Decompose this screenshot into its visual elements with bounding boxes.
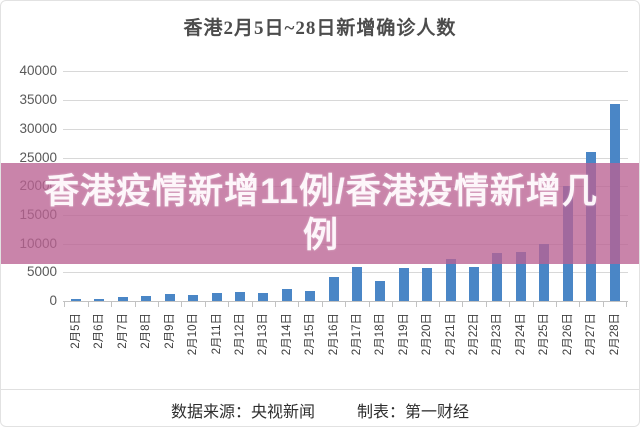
x-axis-category-label: 2月9日 xyxy=(163,313,176,349)
bar-2月20日 xyxy=(422,268,433,301)
x-axis-category-label: 2月19日 xyxy=(397,313,410,356)
bar-2月22日 xyxy=(469,266,479,301)
x-axis-category-label: 2月17日 xyxy=(351,313,363,356)
x-axis-tick xyxy=(509,302,511,307)
x-axis-tick xyxy=(157,302,159,307)
x-axis-tick xyxy=(392,302,394,307)
x-axis-tick xyxy=(579,302,581,307)
y-axis-tick-label: 35000 xyxy=(19,92,57,108)
bar-2月10日 xyxy=(188,295,199,301)
gridline xyxy=(63,100,628,102)
x-axis-category-label: 2月12日 xyxy=(233,313,246,356)
bar-2月11日 xyxy=(211,293,222,301)
x-axis-category-label: 2月18日 xyxy=(374,313,387,356)
x-axis-category-label: 2月15日 xyxy=(304,313,317,356)
bar-2月7日 xyxy=(117,297,128,301)
bar-2月24日 xyxy=(515,251,526,301)
x-axis-category-label: 2月22日 xyxy=(468,313,480,356)
x-axis-category-label: 2月10日 xyxy=(187,313,200,356)
x-axis-category-label: 2月5日 xyxy=(70,313,82,349)
y-axis-tick-label: 25000 xyxy=(19,149,57,165)
bar-2月9日 xyxy=(164,294,175,301)
x-axis-tick xyxy=(462,302,464,307)
gridline xyxy=(63,128,628,130)
x-axis-tick xyxy=(626,302,628,307)
gridline xyxy=(63,272,628,274)
x-axis-tick xyxy=(556,302,557,307)
bar-2月23日 xyxy=(492,252,503,301)
footer: 数据来源：央视新闻 制表：第一财经 xyxy=(1,398,639,422)
x-axis-tick xyxy=(64,302,66,307)
bar-2月8日 xyxy=(141,296,152,301)
x-axis-tick xyxy=(87,302,89,307)
x-axis-category-label: 2月8日 xyxy=(140,313,153,349)
y-axis-tick-label: 5000 xyxy=(26,264,57,280)
x-axis-tick xyxy=(438,302,440,307)
x-axis-category-label: 2月13日 xyxy=(257,313,270,356)
gridline xyxy=(63,71,628,73)
x-axis-category-label: 2月20日 xyxy=(421,313,434,356)
x-axis-tick xyxy=(204,302,206,307)
y-axis-tick-label: 40000 xyxy=(19,63,57,79)
x-axis-tick xyxy=(134,302,136,307)
x-axis-line xyxy=(63,301,628,302)
x-axis-category-label: 2月28日 xyxy=(608,313,621,356)
x-axis-category-label: 2月6日 xyxy=(93,313,106,349)
bar-2月13日 xyxy=(258,293,269,301)
x-axis-category-label: 2月26日 xyxy=(561,313,574,356)
x-axis-category-label: 2月24日 xyxy=(514,313,527,356)
x-axis-tick xyxy=(111,302,113,307)
x-axis-tick xyxy=(275,302,276,307)
x-axis-tick xyxy=(415,302,417,307)
x-axis-tick xyxy=(251,302,253,307)
bar-2月25日 xyxy=(539,243,550,301)
x-axis-tick xyxy=(485,302,487,307)
watermark-text-line: 香港疫情新增11例/香港疫情新增几 xyxy=(44,171,598,211)
x-axis-category-label: 2月16日 xyxy=(327,313,340,356)
x-axis-tick xyxy=(321,302,323,307)
x-axis-tick xyxy=(532,302,534,307)
bar-2月18日 xyxy=(375,280,386,301)
x-axis-tick xyxy=(181,302,183,307)
footer-divider xyxy=(1,389,639,390)
x-axis-category-label: 2月25日 xyxy=(538,313,551,356)
bar-2月5日 xyxy=(71,298,81,301)
bar-2月15日 xyxy=(305,290,316,301)
bar-2月21日 xyxy=(445,258,456,301)
x-axis-category-label: 2月7日 xyxy=(116,313,129,349)
chart-maker-label: 制表：第一财经 xyxy=(357,404,470,421)
watermark-band: 香港疫情新增11例/香港疫情新增几例 xyxy=(1,163,639,264)
x-axis-tick xyxy=(602,302,604,307)
x-axis-tick xyxy=(345,302,347,307)
bar-2月17日 xyxy=(352,266,362,301)
x-axis-category-label: 2月14日 xyxy=(280,313,293,356)
bar-2月14日 xyxy=(281,288,292,301)
x-axis-category-label: 2月11日 xyxy=(210,313,223,355)
bar-2月16日 xyxy=(328,276,339,301)
gridline xyxy=(63,157,628,159)
watermark-text-line: 例 xyxy=(302,215,339,255)
chart-title: 香港2月5日~28日新增确诊人数 xyxy=(183,18,457,39)
bar-2月12日 xyxy=(234,292,245,301)
data-source-label: 数据来源：央视新闻 xyxy=(170,404,315,421)
x-axis-category-label: 2月21日 xyxy=(444,313,457,356)
x-axis-category-label: 2月23日 xyxy=(491,313,504,356)
x-axis-tick xyxy=(298,302,300,307)
x-axis-tick xyxy=(228,302,230,307)
x-axis-category-label: 2月27日 xyxy=(585,313,598,356)
bar-2月19日 xyxy=(398,268,409,301)
bar-2月6日 xyxy=(94,298,105,301)
y-axis-tick-label: 30000 xyxy=(19,120,57,136)
y-axis-tick-label: 0 xyxy=(49,293,57,308)
x-axis-tick xyxy=(368,302,370,307)
